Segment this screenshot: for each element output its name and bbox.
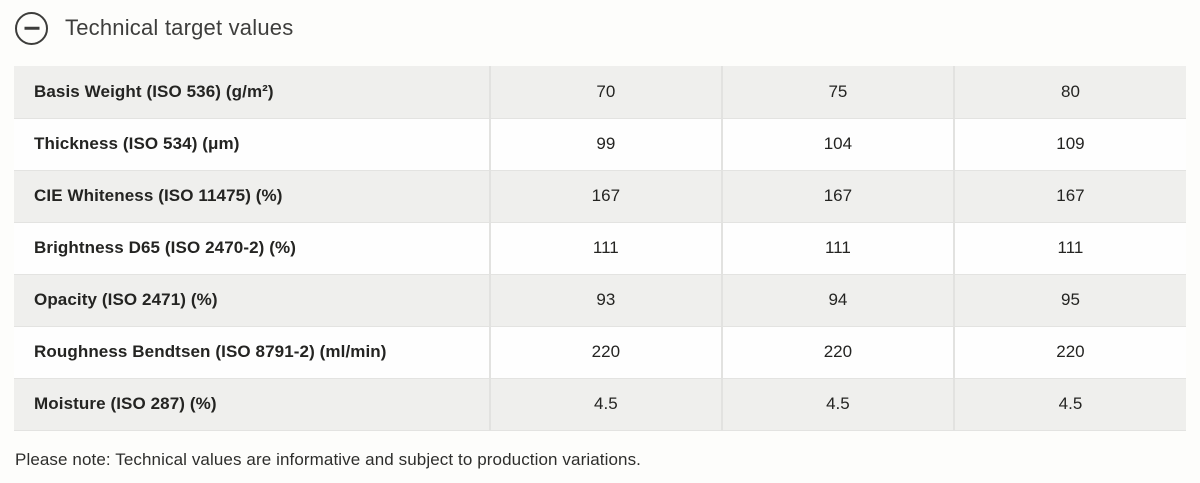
table-row: Moisture (ISO 287) (%) 4.5 4.5 4.5: [14, 378, 1186, 431]
spec-value-cell: 95: [952, 274, 1186, 327]
spec-value-cell: 111: [952, 222, 1186, 275]
spec-label-cell: Moisture (ISO 287) (%): [14, 378, 490, 431]
spec-value-cell: 70: [488, 66, 722, 119]
spec-label-cell: Roughness Bendtsen (ISO 8791-2) (ml/min): [14, 326, 490, 379]
technical-values-table: Basis Weight (ISO 536) (g/m²) 70 75 80 T…: [14, 66, 1186, 431]
table-row: Thickness (ISO 534) (μm) 99 104 109: [14, 118, 1186, 171]
spec-value-cell: 167: [952, 170, 1186, 223]
minus-bar: [24, 26, 39, 30]
table-row: Basis Weight (ISO 536) (g/m²) 70 75 80: [14, 66, 1186, 119]
spec-value-cell: 75: [720, 66, 954, 119]
spec-label-cell: Basis Weight (ISO 536) (g/m²): [14, 66, 490, 119]
spec-value-cell: 4.5: [488, 378, 722, 431]
spec-label-cell: Brightness D65 (ISO 2470-2) (%): [14, 222, 490, 275]
spec-value-cell: 220: [720, 326, 954, 379]
spec-value-cell: 4.5: [720, 378, 954, 431]
table-row: Opacity (ISO 2471) (%) 93 94 95: [14, 274, 1186, 327]
spec-label-cell: CIE Whiteness (ISO 11475) (%): [14, 170, 490, 223]
spec-label-cell: Opacity (ISO 2471) (%): [14, 274, 490, 327]
spec-value-cell: 4.5: [952, 378, 1186, 431]
spec-label-cell: Thickness (ISO 534) (μm): [14, 118, 490, 171]
spec-value-cell: 104: [720, 118, 954, 171]
minus-circle-icon[interactable]: [15, 11, 48, 45]
footer-note: Please note: Technical values are inform…: [15, 449, 642, 469]
table-row: CIE Whiteness (ISO 11475) (%) 167 167 16…: [14, 170, 1186, 223]
section-title: Technical target values: [65, 15, 294, 40]
spec-value-cell: 80: [952, 66, 1186, 119]
table-row: Brightness D65 (ISO 2470-2) (%) 111 111 …: [14, 222, 1186, 275]
spec-value-cell: 99: [488, 118, 722, 171]
accordion-header[interactable]: Technical target values: [0, 0, 1200, 48]
spec-value-cell: 94: [720, 274, 954, 327]
spec-value-cell: 220: [952, 326, 1186, 379]
table-row: Roughness Bendtsen (ISO 8791-2) (ml/min)…: [14, 326, 1186, 379]
spec-value-cell: 109: [952, 118, 1186, 171]
spec-value-cell: 167: [720, 170, 954, 223]
spec-value-cell: 167: [488, 170, 722, 223]
spec-value-cell: 93: [488, 274, 722, 327]
spec-table-container: Basis Weight (ISO 536) (g/m²) 70 75 80 T…: [14, 66, 1186, 431]
spec-value-cell: 111: [488, 222, 722, 275]
spec-value-cell: 220: [488, 326, 722, 379]
spec-value-cell: 111: [720, 222, 954, 275]
